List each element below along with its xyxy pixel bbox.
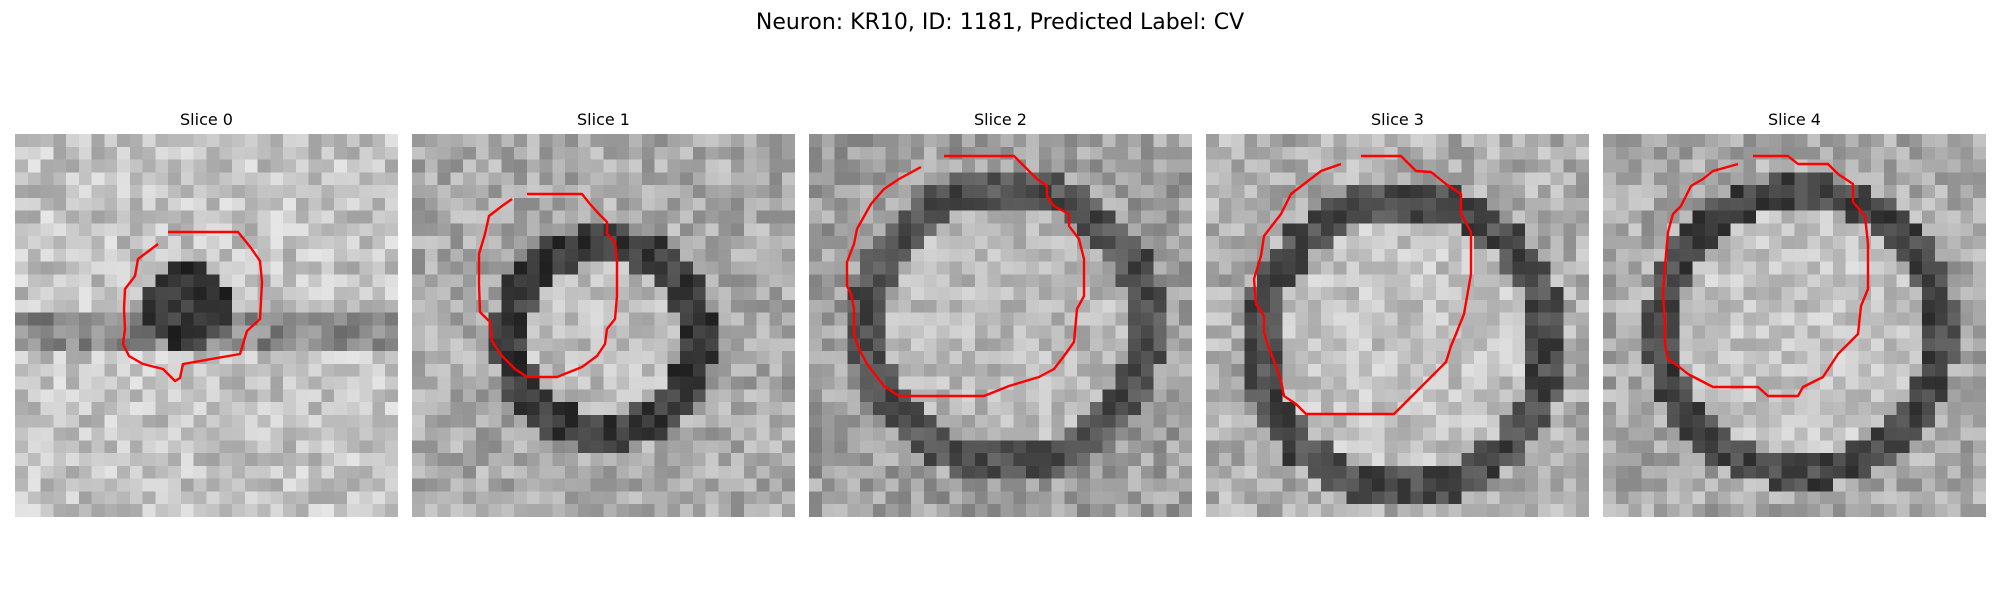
slice-image bbox=[15, 134, 398, 517]
slice-contour-overlay bbox=[845, 154, 1086, 398]
slice-title: Slice 4 bbox=[1768, 110, 1821, 129]
segmentation-contour bbox=[1252, 154, 1473, 416]
segmentation-contour bbox=[121, 230, 264, 383]
slice-panel: Slice 4 bbox=[1603, 0, 1986, 600]
slice-contour-overlay bbox=[121, 230, 264, 383]
figure-title: Neuron: KR10, ID: 1181, Predicted Label:… bbox=[755, 10, 1245, 35]
slice-image bbox=[1206, 134, 1589, 517]
slice-image bbox=[412, 134, 795, 517]
slice-contour-overlay bbox=[477, 192, 619, 379]
slice-title: Slice 1 bbox=[577, 110, 630, 129]
slice-title: Slice 0 bbox=[180, 110, 233, 129]
slice-panel: Slice 3 bbox=[1206, 0, 1589, 600]
slice-image bbox=[1603, 134, 1986, 517]
slice-title: Slice 3 bbox=[1371, 110, 1424, 129]
slice-panel: Slice 2 bbox=[809, 0, 1192, 600]
segmentation-contour bbox=[845, 154, 1086, 398]
segmentation-contour bbox=[1661, 154, 1870, 398]
slice-contour-overlay bbox=[1661, 154, 1870, 398]
slice-panel: Slice 0 bbox=[15, 0, 398, 600]
slice-panel: Slice 1 bbox=[412, 0, 795, 600]
slice-image bbox=[809, 134, 1192, 517]
slice-contour-overlay bbox=[1252, 154, 1473, 416]
slice-title: Slice 2 bbox=[974, 110, 1027, 129]
segmentation-contour bbox=[477, 192, 619, 379]
